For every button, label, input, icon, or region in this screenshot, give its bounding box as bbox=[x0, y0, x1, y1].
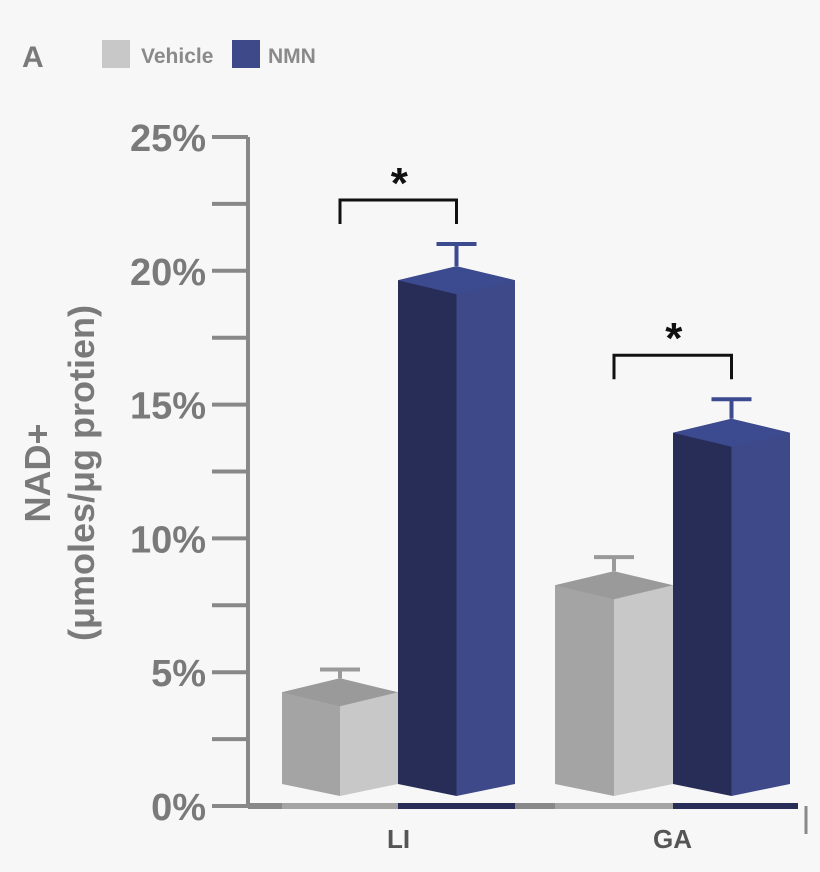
bar-vehicle-li-top bbox=[282, 678, 398, 707]
bar-nmn-li-side bbox=[456, 266, 515, 796]
legend-label-nmn: NMN bbox=[268, 45, 316, 68]
bar-nmn-ga-top bbox=[673, 418, 790, 447]
y-axis-title-line2: (μmoles/μg protien) bbox=[61, 305, 102, 641]
significance-star: * bbox=[391, 159, 409, 208]
legend-label-vehicle: Vehicle bbox=[141, 45, 213, 68]
bar-vehicle-ga-top bbox=[555, 571, 673, 600]
bar-layer bbox=[282, 242, 790, 796]
bar-vehicle-li-side bbox=[340, 678, 398, 796]
bar-vehicle-ga-side bbox=[614, 571, 673, 796]
legend-swatch-nmn bbox=[232, 40, 260, 68]
legend-swatch-vehicle bbox=[102, 40, 130, 68]
bar-vehicle-ga-front bbox=[555, 571, 614, 796]
x-tick-label: LI bbox=[387, 824, 410, 854]
x-tick-label: GA bbox=[653, 824, 692, 854]
axis-layer: 0% 5% 10% 15% 20% 25% LI GA bbox=[130, 118, 808, 854]
y-axis-title: NAD+ (μmoles/μg protien) bbox=[17, 305, 102, 641]
y-tick-label: 25% bbox=[130, 118, 206, 160]
y-tick-label: 0% bbox=[151, 787, 206, 829]
bar-vehicle-li-front bbox=[282, 678, 340, 796]
y-tick-label: 20% bbox=[130, 252, 206, 294]
panel-label: A bbox=[22, 41, 44, 74]
bar-nmn-ga-front bbox=[673, 418, 732, 796]
bar-nmn-ga-side bbox=[731, 418, 790, 796]
bar-nmn-li-front bbox=[398, 266, 457, 796]
annotation-layer: ** bbox=[338, 159, 733, 380]
y-tick-label: 10% bbox=[130, 519, 206, 561]
y-axis-title-line1: NAD+ bbox=[17, 423, 58, 522]
significance-bracket bbox=[338, 198, 458, 225]
significance-bracket bbox=[612, 353, 733, 380]
bar-nmn-li-top bbox=[398, 266, 515, 295]
y-tick-label: 15% bbox=[130, 386, 206, 428]
y-tick-label: 5% bbox=[151, 653, 206, 695]
significance-star: * bbox=[665, 314, 683, 363]
